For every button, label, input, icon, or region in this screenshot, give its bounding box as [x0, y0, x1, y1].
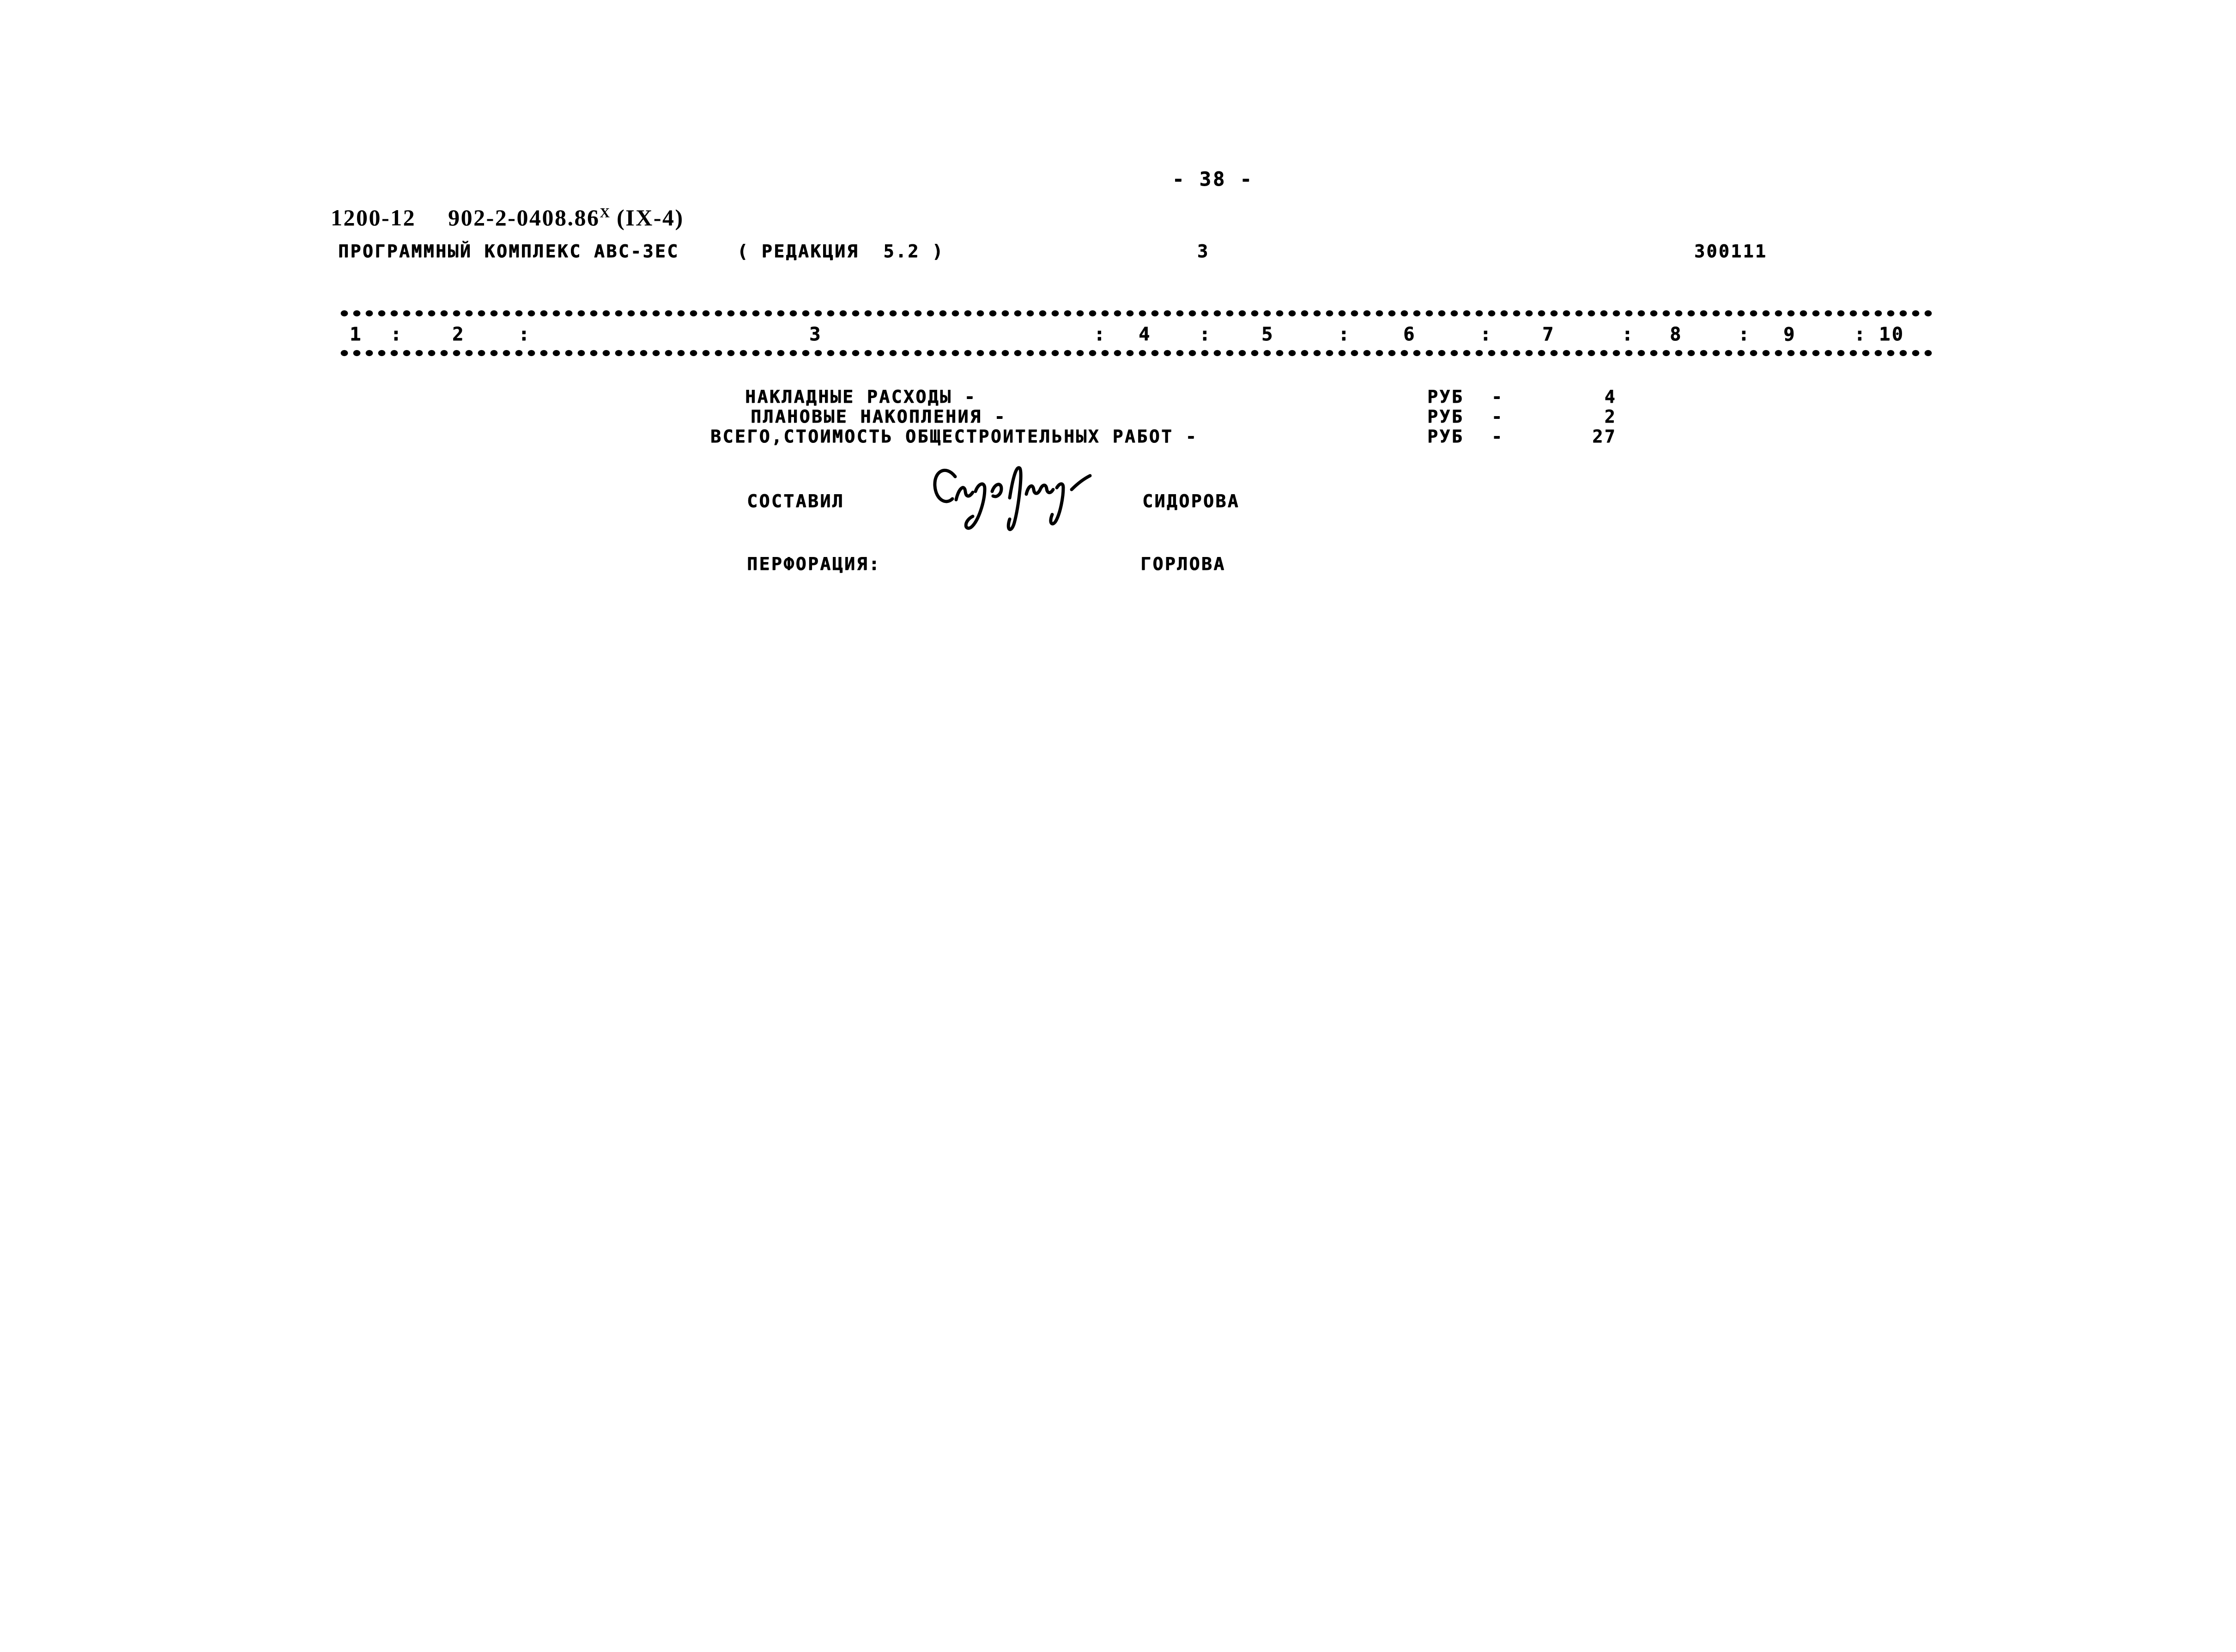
cost-row-label: ПЛАНОВЫЕ НАКОПЛЕНИЯ - — [751, 406, 1006, 427]
ruler-col-3: 3 — [809, 324, 822, 345]
program-edition: ( РЕДАКЦИЯ 5.2 ) — [737, 241, 945, 261]
ruler-col-8: 8 — [1670, 324, 1683, 345]
ruler-separator: : — [1338, 324, 1351, 345]
cost-row-dash: - — [1491, 387, 1504, 407]
composed-by-name: СИДОРОВА — [1142, 491, 1240, 511]
ruler-col-5: 5 — [1261, 324, 1274, 345]
document-reference: 1200-12 902-2-0408.86X (IX-4) — [317, 183, 684, 229]
form-code: 300111 — [1694, 241, 1768, 261]
document-series: 1200-12 — [331, 205, 416, 230]
program-title: ПРОГРАММНЫЙ КОМПЛЕКС АВС-3ЕС — [338, 241, 679, 261]
sheet-number: 3 — [1197, 241, 1210, 261]
ruler-col-7: 7 — [1542, 324, 1555, 345]
ruler-separator: : — [1738, 324, 1751, 345]
cost-row-dash: - — [1491, 426, 1504, 447]
ruler-separator: : — [1199, 324, 1212, 345]
ruler-bottom-dashed-line — [340, 349, 1936, 357]
ruler-separator: : — [1622, 324, 1635, 345]
cost-row-unit: РУБ — [1427, 426, 1464, 447]
cost-row-value: 4 — [1604, 387, 1617, 407]
document-code: 902-2-0408.86 — [448, 205, 600, 230]
document-code-superscript: X — [600, 205, 610, 221]
ruler-separator: : — [1854, 324, 1867, 345]
ruler-separator: : — [1480, 324, 1493, 345]
perforation-name: ГОРЛОВА — [1140, 554, 1226, 574]
cost-row-dash: - — [1491, 406, 1504, 427]
page-number: - 38 - — [1172, 168, 1254, 190]
cost-row-unit: РУБ — [1427, 387, 1464, 407]
cost-row-unit: РУБ — [1427, 406, 1464, 427]
ruler-separator: : — [390, 324, 403, 345]
ruler-col-10: 10 — [1879, 324, 1905, 345]
cost-row-value: 2 — [1604, 406, 1617, 427]
ruler-col-2: 2 — [452, 324, 465, 345]
ruler-top-dashed-line — [340, 309, 1936, 317]
ruler-col-4: 4 — [1139, 324, 1151, 345]
composed-by-label: СОСТАВИЛ — [747, 491, 845, 511]
cost-row-value: 27 — [1592, 426, 1617, 447]
ruler-separator: : — [1094, 324, 1107, 345]
document-code-suffix: (IX-4) — [610, 205, 684, 230]
ruler-col-9: 9 — [1783, 324, 1796, 345]
handwritten-signature — [933, 466, 1092, 531]
perforation-label: ПЕРФОРАЦИЯ: — [747, 554, 881, 574]
cost-row-label: НАКЛАДНЫЕ РАСХОДЫ - — [745, 387, 977, 407]
ruler-col-1: 1 — [350, 324, 363, 345]
cost-row-label: ВСЕГО,СТОИМОСТЬ ОБЩЕСТРОИТЕЛЬНЫХ РАБОТ - — [710, 426, 1198, 447]
ruler-separator: : — [518, 324, 531, 345]
ruler-col-6: 6 — [1403, 324, 1416, 345]
